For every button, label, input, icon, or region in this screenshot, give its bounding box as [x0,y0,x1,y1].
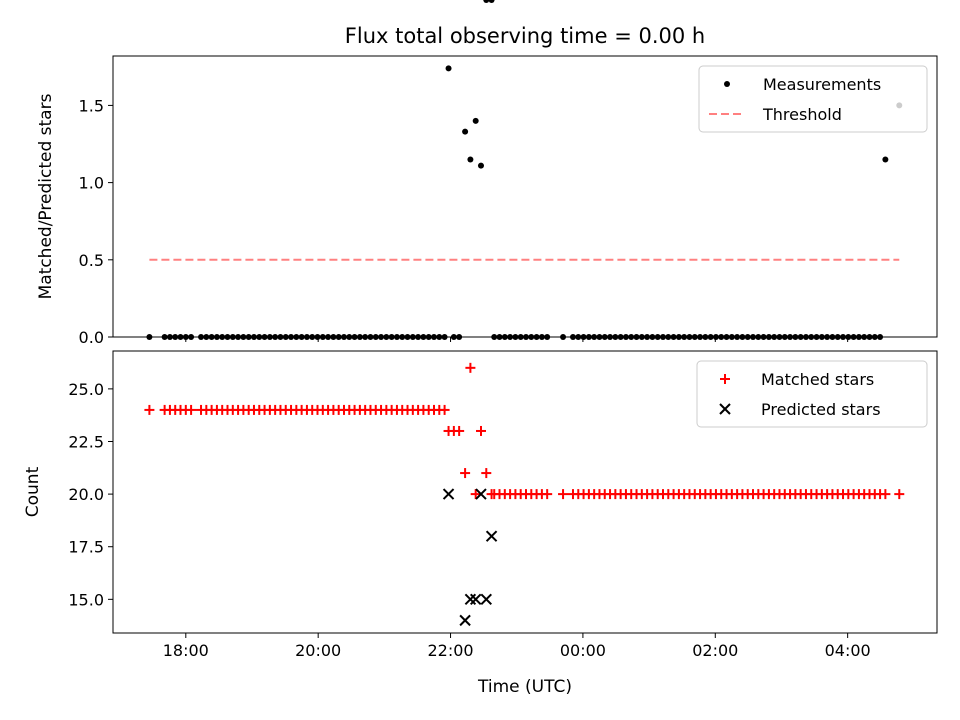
y-tick-label: 1.0 [79,174,104,193]
predicted-star-marker [442,488,455,500]
marker-stroke [475,488,487,500]
y-tick-label: 25.0 [68,380,104,399]
matched-star-marker [439,404,450,415]
marker-stroke [469,593,482,606]
predicted-star-marker [469,593,482,606]
bottom-axes: 15.0 17.5 20.0 22.5 25.0 18:00 20:00 22:00 00:00… [23,350,938,660]
y-tick-label: 17.5 [68,538,104,557]
plot-frame [112,350,938,634]
y-tick-label: 1.5 [79,96,104,115]
marker-stroke [480,593,492,606]
matched-star-marker [470,489,481,500]
top-axes: 0.0 0.5 1.0 1.5 Matched/Predicted stars Measu… [36,0,938,347]
x-tick-label: 00:00 [560,641,606,660]
legend: Matched stars Predicted stars [696,360,928,428]
matched-star-marker [460,468,471,479]
plot-frame [112,55,938,338]
y-tick-label: 0.5 [79,251,104,270]
measurement-point [445,65,452,72]
y-tick-label: 22.5 [68,432,104,451]
legend-label: Threshold [762,105,842,124]
legend-label: Matched stars [761,370,874,389]
measurement-point [467,156,474,163]
x-tick-label: 18:00 [163,641,209,660]
matched-star-marker [880,489,891,500]
matched-star-marker [481,468,492,479]
matched-star-marker [894,489,905,500]
predicted-star-marker [475,488,487,500]
marker-stroke [459,614,471,627]
y-axis-label: Count [23,466,43,517]
predicted-star-marker [485,530,498,542]
predicted-star-marker [459,614,471,627]
legend: Measurements Threshold [698,65,928,133]
matched-star-marker [475,425,486,436]
marker-stroke [485,530,498,542]
matched-star-marker [558,489,569,500]
y-tick-label: 20.0 [68,485,104,504]
matched-star-marker [465,362,476,373]
matched-star-marker [542,489,553,500]
measurement-point [488,0,495,3]
predicted-star-marker [480,593,492,606]
x-tick-label: 02:00 [692,641,738,660]
legend-x-swatch [719,403,731,415]
x-tick-label: 22:00 [427,641,473,660]
x-tick-label: 04:00 [825,641,871,660]
y-tick-label: 0.0 [79,328,104,347]
y-tick-label: 15.0 [68,590,104,609]
y-axis-label: Matched/Predicted stars [36,93,56,299]
matched-star-marker [144,404,155,415]
measurement-point [882,156,889,163]
measurement-point [483,0,490,3]
x-axis-label: Time (UTC) [477,677,572,697]
chart-title: Flux total observing time = 0.00 h [345,24,705,48]
x-tick-label: 20:00 [295,641,341,660]
measurement-point [472,117,479,124]
legend-box [698,65,928,133]
legend-box [696,360,928,428]
legend-label: Measurements [763,75,881,94]
matched-star-marker [186,404,197,415]
measurement-point [477,162,484,169]
matched-star-marker [454,425,465,436]
measurement-point [462,128,469,135]
marker-stroke [442,488,455,500]
legend-dot-swatch [724,81,730,87]
legend-label: Predicted stars [761,400,881,419]
